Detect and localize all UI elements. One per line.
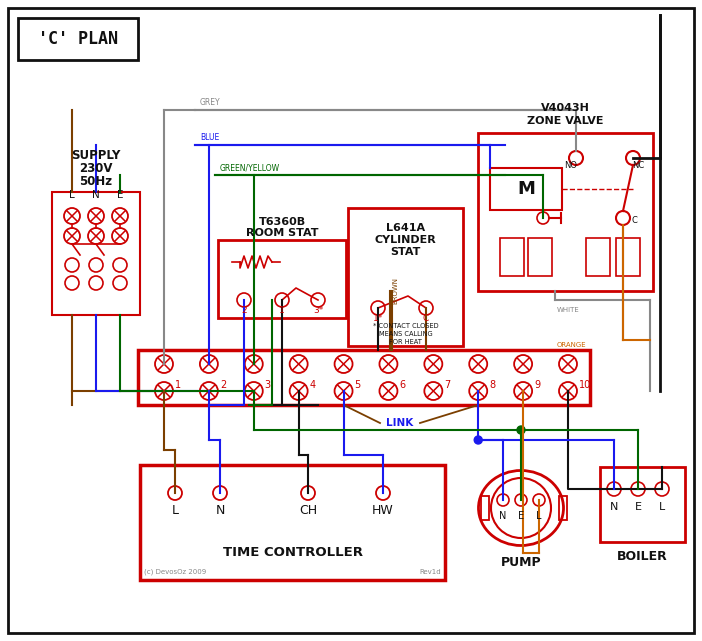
Text: 1*: 1* — [373, 313, 383, 322]
Text: N: N — [92, 190, 100, 200]
Text: 50Hz: 50Hz — [79, 174, 112, 188]
Text: L: L — [536, 511, 542, 521]
Text: NO: NO — [564, 161, 578, 170]
Circle shape — [475, 436, 482, 444]
Text: E: E — [117, 190, 124, 200]
Text: BOILER: BOILER — [617, 549, 668, 563]
Text: N: N — [216, 504, 225, 517]
Text: T6360B: T6360B — [258, 217, 305, 227]
Text: E: E — [635, 502, 642, 512]
Text: WHITE: WHITE — [557, 307, 580, 313]
Text: NC: NC — [632, 161, 644, 170]
Text: 5: 5 — [355, 380, 361, 390]
Text: 2: 2 — [220, 380, 226, 390]
Text: 1: 1 — [175, 380, 181, 390]
Text: TIME CONTROLLER: TIME CONTROLLER — [223, 545, 362, 558]
Text: ROOM STAT: ROOM STAT — [246, 228, 318, 238]
Text: BLUE: BLUE — [200, 133, 219, 142]
Text: 3*: 3* — [313, 306, 323, 315]
Text: C: C — [423, 313, 429, 322]
Text: STAT: STAT — [390, 247, 420, 257]
Text: GREY: GREY — [200, 98, 220, 107]
Text: E: E — [518, 511, 524, 521]
Text: 2: 2 — [241, 306, 247, 315]
Text: SUPPLY: SUPPLY — [72, 149, 121, 162]
Text: L: L — [171, 504, 178, 517]
Text: L: L — [659, 502, 665, 512]
Text: CYLINDER: CYLINDER — [375, 235, 437, 245]
Text: V4043H: V4043H — [541, 103, 590, 113]
Text: 4: 4 — [310, 380, 316, 390]
Text: 'C' PLAN: 'C' PLAN — [38, 30, 118, 48]
Text: L641A: L641A — [386, 223, 425, 233]
Text: 6: 6 — [399, 380, 406, 390]
Text: 7: 7 — [444, 380, 451, 390]
Text: Rev1d: Rev1d — [419, 569, 441, 575]
Text: 3: 3 — [265, 380, 271, 390]
Text: C: C — [631, 216, 637, 225]
Text: 230V: 230V — [79, 162, 113, 174]
Text: CH: CH — [299, 504, 317, 517]
Text: 10: 10 — [579, 380, 591, 390]
Text: (c) DevosOz 2009: (c) DevosOz 2009 — [144, 569, 206, 575]
Text: GREEN/YELLOW: GREEN/YELLOW — [220, 163, 280, 172]
Text: HW: HW — [372, 504, 394, 517]
Text: M: M — [517, 180, 535, 198]
Text: LINK: LINK — [386, 418, 413, 428]
Text: PUMP: PUMP — [501, 556, 541, 569]
Text: BROWN: BROWN — [392, 276, 398, 303]
Text: * CONTACT CLOSED
MEANS CALLING
FOR HEAT: * CONTACT CLOSED MEANS CALLING FOR HEAT — [373, 323, 438, 345]
Text: 9: 9 — [534, 380, 541, 390]
Text: ORANGE: ORANGE — [557, 342, 587, 348]
Text: N: N — [610, 502, 618, 512]
Text: L: L — [69, 190, 75, 200]
Text: ZONE VALVE: ZONE VALVE — [527, 116, 604, 126]
Circle shape — [517, 426, 525, 434]
Text: 1: 1 — [279, 306, 285, 315]
Text: 8: 8 — [489, 380, 496, 390]
Text: N: N — [499, 511, 507, 521]
